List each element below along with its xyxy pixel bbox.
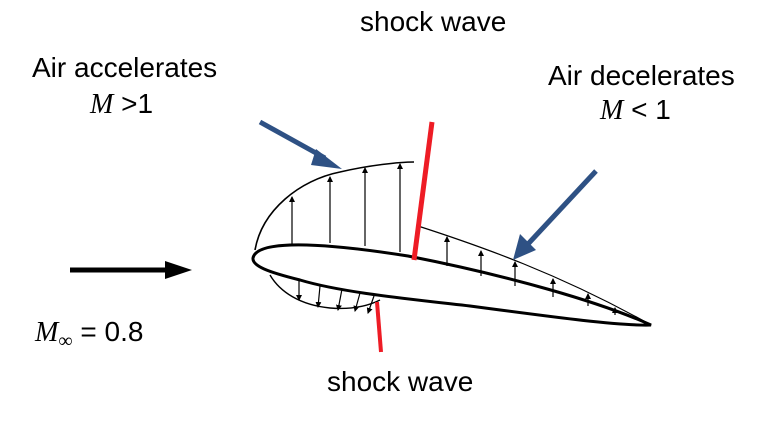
mach-greater-value: >1	[113, 88, 154, 119]
freestream-value: = 0.8	[72, 316, 144, 347]
shock-wave-top-label: shock wave	[360, 6, 507, 37]
mach-less-label: M < 1	[600, 94, 671, 127]
aft-velocity-envelope	[417, 225, 652, 326]
aft-velocity-arrows	[444, 236, 618, 315]
upper-velocity-envelope	[254, 161, 415, 251]
upper-shock-wave-line	[411, 121, 435, 261]
shock-wave-bottom-label: shock wave	[327, 366, 474, 397]
mach-greater-label: M >1	[90, 88, 153, 121]
freestream-symbol: M	[35, 317, 59, 348]
freestream-mach-label: M∞ = 0.8	[35, 316, 143, 357]
freestream-subscript: ∞	[58, 330, 73, 352]
airfoil-outline	[251, 243, 652, 327]
lower-velocity-envelope	[269, 274, 381, 310]
air-accelerates-label: Air accelerates	[32, 52, 218, 83]
air-decelerates-label: Air decelerates	[548, 60, 735, 91]
lower-velocity-arrows	[296, 281, 375, 314]
upper-velocity-arrows	[289, 163, 403, 252]
mach-less-symbol: M	[600, 95, 624, 126]
lower-shock-wave-line	[375, 301, 383, 353]
decelerates-pointer-arrow	[513, 169, 598, 260]
freestream-arrow	[70, 261, 192, 279]
mach-less-value: < 1	[623, 94, 671, 125]
mach-greater-symbol: M	[90, 89, 114, 120]
accelerates-pointer-arrow	[258, 119, 342, 169]
